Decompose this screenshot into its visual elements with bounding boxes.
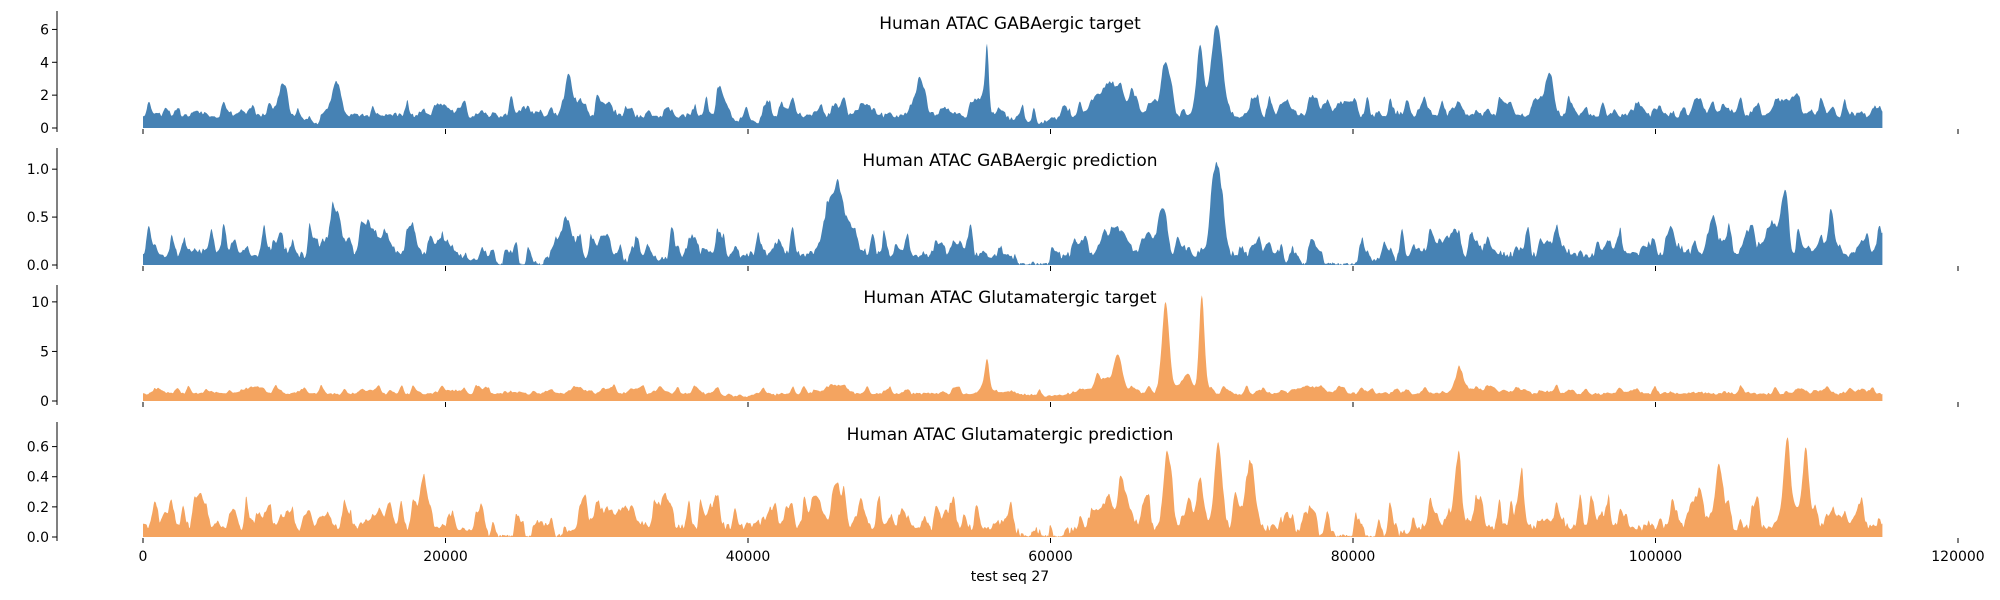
y-tick-label: 0.2 [27,500,49,516]
y-tick-label: 4 [40,55,49,71]
x-tick-label: 60000 [1028,549,1073,565]
signal-area-2 [143,161,1883,265]
y-tick-label: 5 [40,344,49,360]
signal-area-1 [143,24,1883,128]
y-tick-label: 6 [40,22,49,38]
y-tick-label: 0.0 [27,530,49,546]
y-tick-label: 0.5 [27,210,49,226]
panel-title: Human ATAC GABAergic target [879,14,1141,34]
panel-2: 0.0 0.5 1.0 Human ATAC GABAergic prediction [27,148,1959,274]
y-tick-label: 10 [31,295,49,311]
panel-4: 0.0 0.2 0.4 0.6 Human ATAC Glutamatergic pre… [27,422,1959,546]
panel-1: 0 2 4 6 Human ATAC GABAergic target [40,11,1959,137]
x-axis-label: test seq 27 [971,569,1049,585]
y-tick-label: 0.4 [27,470,49,486]
y-tick-label: 0.6 [27,440,49,456]
panel-3: 0 5 10 Human ATAC Glutamatergic target [31,285,1959,410]
panel-title: Human ATAC Glutamatergic target [863,288,1157,308]
signal-area-3 [143,295,1883,401]
y-tick-label: 2 [40,88,49,104]
y-tick-label: 0 [40,394,49,410]
x-tick-label: 20000 [423,549,468,565]
panel-title: Human ATAC Glutamatergic prediction [847,425,1174,445]
x-tick-label: 120000 [1931,549,1984,565]
y-tick-label: 0 [40,121,49,137]
x-tick-label: 100000 [1629,549,1682,565]
y-tick-label: 1.0 [27,162,49,178]
x-tick-label: 0 [139,549,148,565]
y-tick-label: 0.0 [27,258,49,274]
x-tick-label: 80000 [1331,549,1376,565]
signal-area-4 [143,437,1883,537]
panel-title: Human ATAC GABAergic prediction [862,151,1157,171]
x-tick-label: 40000 [726,549,771,565]
